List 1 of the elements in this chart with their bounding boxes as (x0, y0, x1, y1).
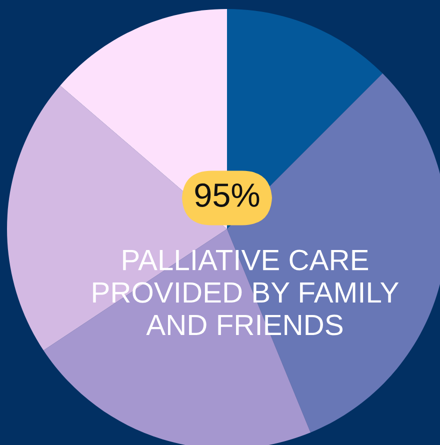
text: 95% (195, 183, 260, 207)
